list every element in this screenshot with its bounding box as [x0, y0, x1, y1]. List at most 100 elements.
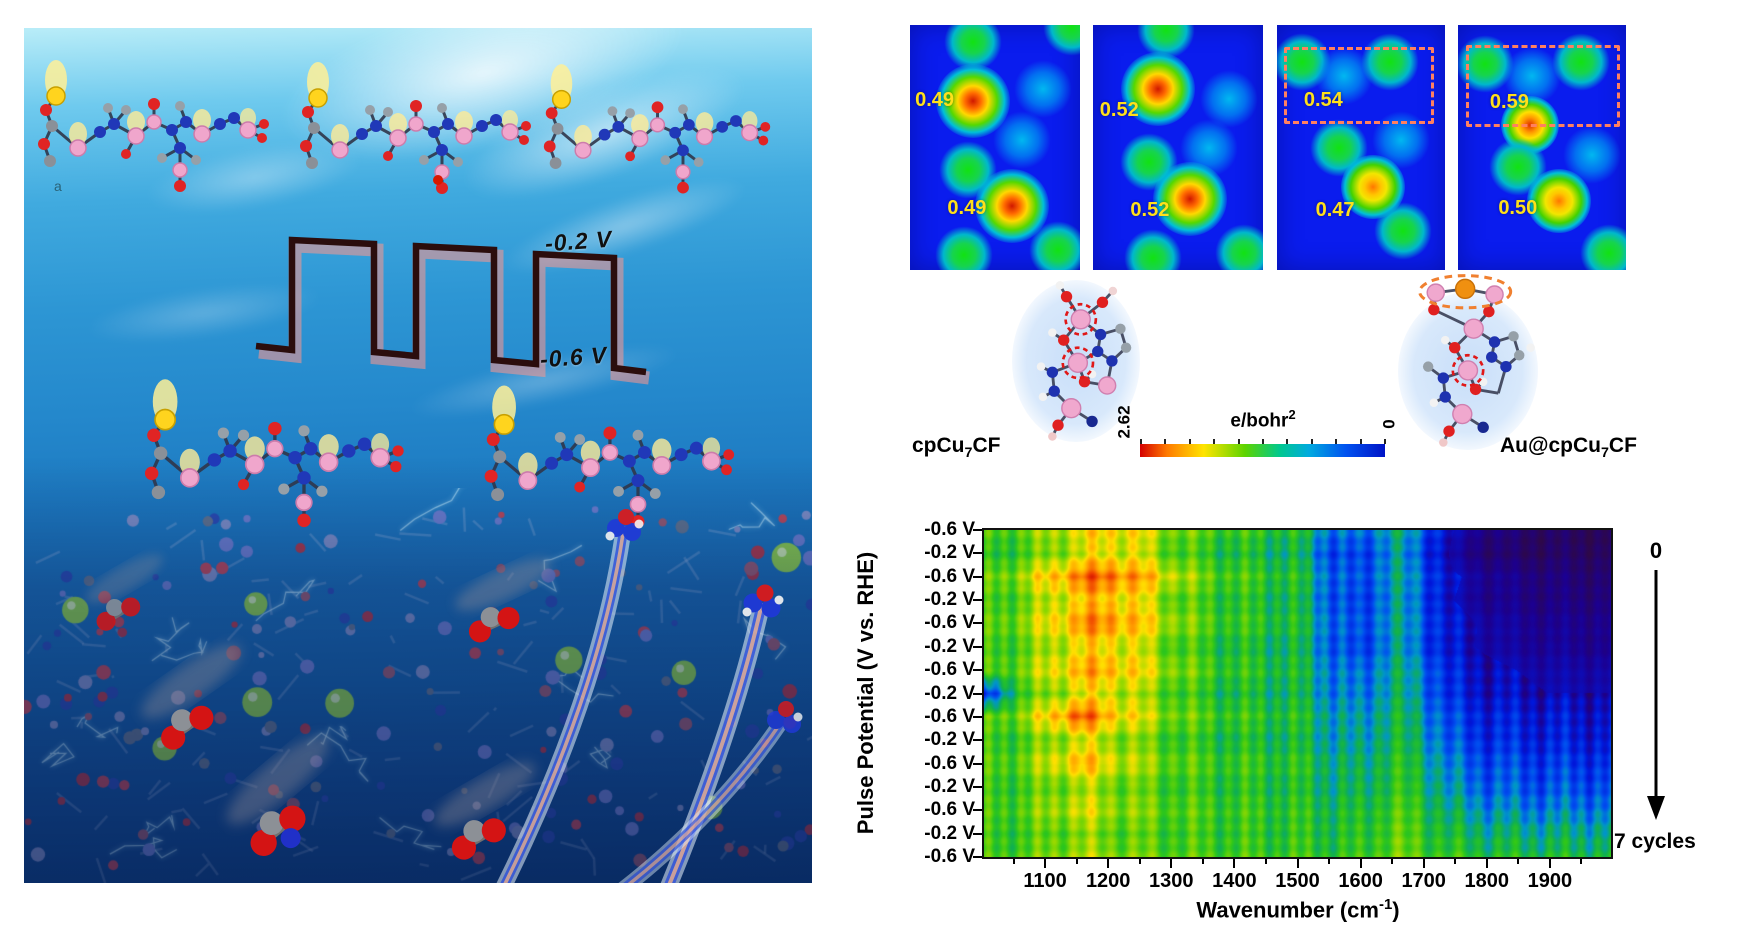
- charge-density-panel-2: 0.52 0.52: [1093, 25, 1263, 270]
- colorbar-tick: [1213, 439, 1216, 444]
- x-tick: [1233, 859, 1236, 868]
- gold-atom: [1454, 278, 1476, 300]
- cycle-direction-arrow: [1647, 570, 1665, 820]
- x-tick: [1359, 859, 1362, 868]
- highlight-dashed-circle: [1061, 346, 1095, 380]
- y-tick-label: -0.6 V: [924, 519, 975, 540]
- density-spot: [1215, 223, 1263, 270]
- label-text: cpCu: [912, 434, 965, 457]
- charge-density-panel-4: 0.59 0.50: [1458, 25, 1626, 270]
- x-tick-label: 1200: [1085, 870, 1131, 892]
- colorbar-tick: [1164, 439, 1167, 444]
- y-tick: [973, 762, 982, 765]
- x-tick-label: 1300: [1149, 870, 1194, 892]
- y-tick: [973, 622, 982, 625]
- x-tick: [1422, 859, 1425, 868]
- au-cpcu7cf-molecule-illustration: [1418, 274, 1535, 447]
- cluster-molecules-layer: [36, 58, 772, 530]
- roi-dashed-box: [1283, 47, 1435, 125]
- density-spot: [943, 25, 1002, 72]
- label-text: CF: [972, 434, 1001, 457]
- scene-panel-letter: a: [54, 178, 62, 194]
- y-tick: [973, 692, 982, 695]
- y-tick: [973, 529, 982, 531]
- x-tick: [1201, 859, 1204, 864]
- x-tick-label: 1100: [1023, 870, 1067, 892]
- y-tick-label: -0.6 V: [924, 612, 975, 634]
- x-tick: [1296, 859, 1299, 868]
- cycle-end-annotation: 7 cycles: [1614, 830, 1696, 853]
- x-tick: [1548, 859, 1551, 868]
- y-tick-label: -0.2 V: [924, 729, 975, 751]
- density-spot: [1152, 161, 1227, 236]
- colorbar-tick: [1188, 439, 1191, 444]
- co2-molecules: [85, 554, 552, 860]
- reaction-scene-illustration: -0.2 V -0.6 V a: [24, 28, 812, 883]
- depth-shading: [24, 458, 812, 883]
- xlabel-superscript: -1: [1378, 896, 1393, 913]
- spectra-heatmap-canvas: [984, 530, 1611, 857]
- colorbar: [1140, 444, 1385, 457]
- bader-charge-value: 0.59: [1489, 91, 1529, 114]
- label-text: CF: [1608, 434, 1637, 457]
- y-tick: [973, 739, 982, 742]
- highlight-dashed-circle: [1451, 353, 1485, 387]
- y-tick: [973, 645, 982, 648]
- product-streaks: [496, 509, 803, 883]
- bader-charge-value: 0.49: [947, 196, 987, 219]
- charge-density-panel-1: 0.49 0.49: [910, 25, 1080, 270]
- y-tick: [973, 809, 982, 812]
- bader-charge-value: 0.47: [1315, 198, 1355, 221]
- y-tick-label: -0.2 V: [924, 542, 975, 564]
- density-spot: [1580, 223, 1626, 270]
- x-tick: [1454, 859, 1457, 864]
- colorbar-tick: [1262, 439, 1264, 444]
- bader-charge-value: 0.52: [1099, 98, 1139, 121]
- y-tick: [973, 832, 982, 835]
- colorbar-tick: [1286, 439, 1289, 444]
- colorbar-tick: [1335, 439, 1338, 444]
- y-tick: [973, 599, 982, 602]
- x-tick: [1138, 859, 1141, 864]
- molecule-motion-layer: [85, 509, 803, 883]
- colorbar-tick: [1237, 439, 1240, 444]
- colorbar-min-label: 0: [1379, 419, 1399, 429]
- xlabel-text: ): [1392, 897, 1400, 923]
- y-tick-label: -0.2 V: [924, 682, 975, 704]
- x-tick-label: 1500: [1275, 870, 1320, 892]
- density-spot: [1360, 32, 1419, 91]
- charge-density-panel-3: 0.54 0.47: [1277, 25, 1445, 270]
- colorbar-max-label: 2.62: [1114, 405, 1134, 439]
- molecule-right-label: Au@cpCu7CF: [1500, 434, 1637, 461]
- x-tick-label: 1600: [1338, 870, 1383, 892]
- y-tick-label: -0.6 V: [924, 846, 975, 867]
- density-spot: [1502, 47, 1561, 106]
- x-tick: [1517, 859, 1520, 864]
- y-tick-label: -0.2 V: [924, 822, 975, 844]
- y-tick-label: -0.2 V: [924, 635, 975, 657]
- x-tick: [1391, 859, 1394, 864]
- density-spot: [1551, 32, 1610, 91]
- y-tick: [973, 785, 982, 788]
- y-tick-label: -0.2 V: [924, 589, 975, 611]
- density-spot: [1013, 59, 1072, 118]
- density-spot: [1374, 201, 1432, 260]
- x-tick: [1580, 859, 1583, 864]
- y-tick: [973, 715, 982, 718]
- colorbar-unit-label: e/bohr2: [1190, 407, 1336, 432]
- colorbar-tick: [1310, 439, 1313, 444]
- density-spot: [1028, 221, 1080, 270]
- spectra-heatmap-plot: [982, 528, 1613, 859]
- x-tick-label: 1800: [1464, 870, 1510, 892]
- density-spot: [1042, 25, 1080, 57]
- bader-charge-value: 0.49: [915, 88, 955, 111]
- unit-superscript: 2: [1288, 407, 1296, 422]
- y-tick: [973, 856, 982, 858]
- x-tick: [1264, 859, 1267, 864]
- highlight-dashed-circle: [1064, 302, 1098, 336]
- bader-charge-value: 0.52: [1130, 198, 1170, 221]
- y-tick-label: -0.6 V: [924, 752, 975, 774]
- x-tick-label: 1700: [1401, 870, 1446, 892]
- y-tick-label: -0.6 V: [924, 705, 975, 727]
- unit-text: e/bohr: [1230, 410, 1289, 432]
